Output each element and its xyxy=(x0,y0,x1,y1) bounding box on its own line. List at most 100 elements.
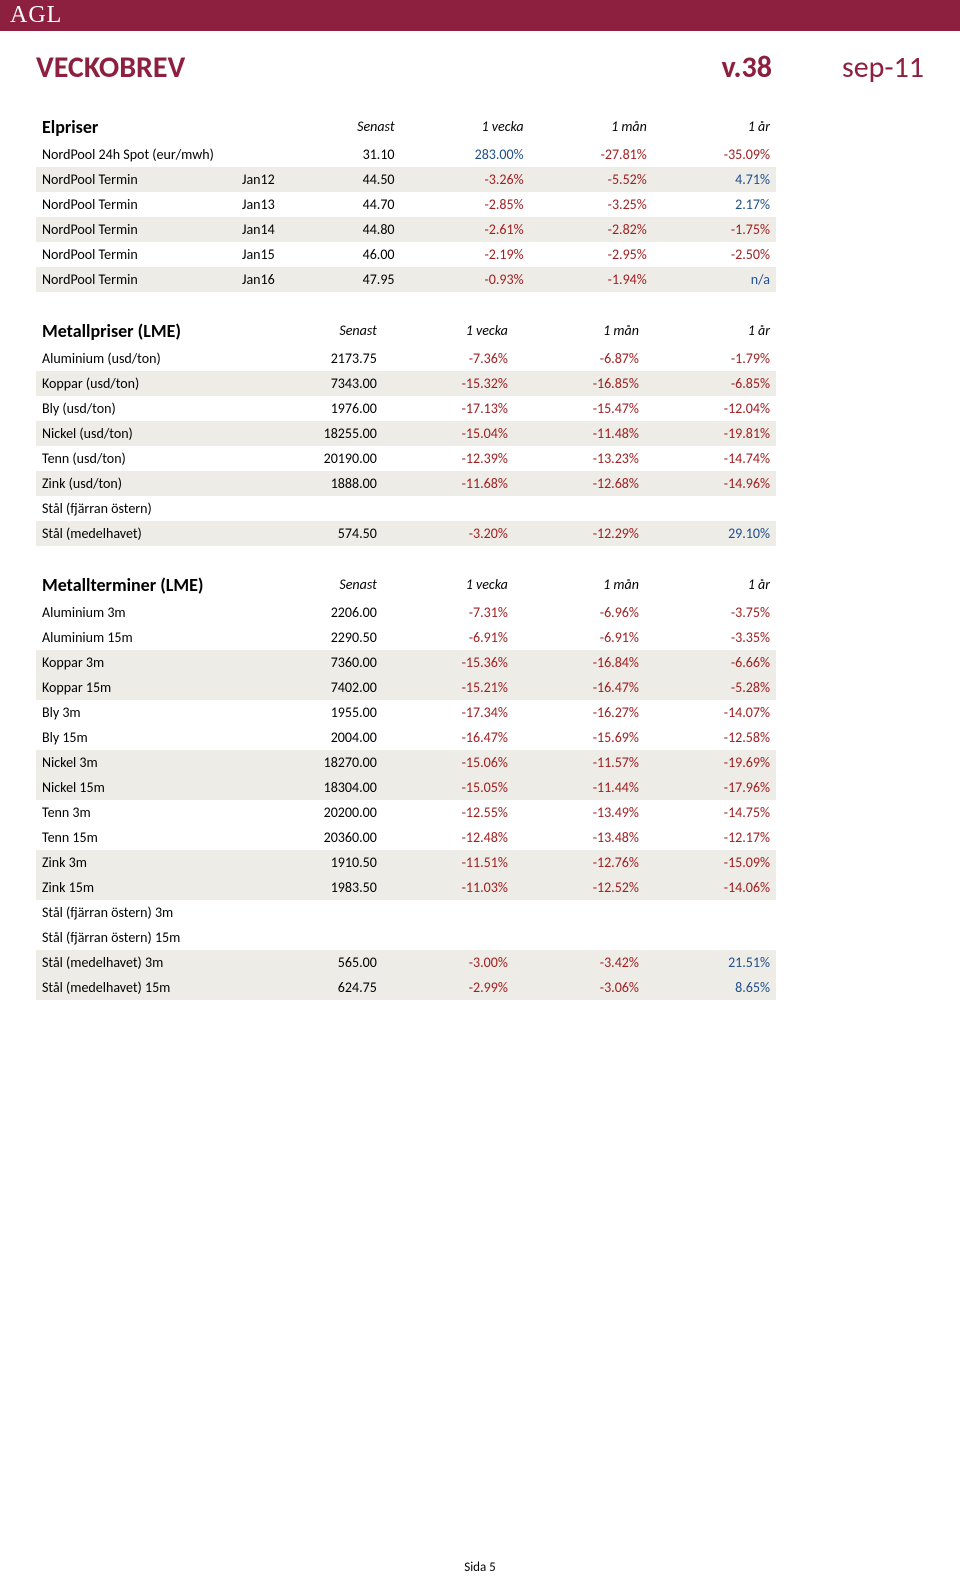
row-label: NordPool 24h Spot (eur/mwh) xyxy=(36,142,236,167)
cell-value: -11.68% xyxy=(383,471,514,496)
table-row: Aluminium 3m2206.00-7.31%-6.96%-3.75% xyxy=(36,600,776,625)
table-row: Bly 15m2004.00-16.47%-15.69%-12.58% xyxy=(36,725,776,750)
cell-value: 20190.00 xyxy=(236,446,383,471)
row-label: NordPool Termin xyxy=(36,242,236,267)
cell-value: 31.10 xyxy=(296,142,401,167)
row-label: Aluminium 3m xyxy=(36,600,236,625)
table-row: Tenn 15m20360.00-12.48%-13.48%-12.17% xyxy=(36,825,776,850)
cell-value: 1955.00 xyxy=(236,700,383,725)
cell-value: -6.85% xyxy=(645,371,776,396)
row-label: Koppar (usd/ton) xyxy=(36,371,236,396)
cell-value xyxy=(645,900,776,925)
cell-value: -6.87% xyxy=(514,346,645,371)
cell-value: 283.00% xyxy=(401,142,530,167)
cell-value: -12.76% xyxy=(514,850,645,875)
cell-value: -27.81% xyxy=(530,142,653,167)
cell-value: -16.85% xyxy=(514,371,645,396)
row-code xyxy=(236,142,296,167)
cell-value: 4.71% xyxy=(653,167,776,192)
cell-value: -2.50% xyxy=(653,242,776,267)
row-code: Jan15 xyxy=(236,242,296,267)
cell-value: -14.74% xyxy=(645,446,776,471)
table-row: NordPool 24h Spot (eur/mwh) 31.10283.00%-… xyxy=(36,142,776,167)
cell-value: 46.00 xyxy=(296,242,401,267)
column-header: 1 vecka xyxy=(401,110,530,142)
cell-value: -17.34% xyxy=(383,700,514,725)
cell-value: -12.04% xyxy=(645,396,776,421)
row-label: Zink 3m xyxy=(36,850,236,875)
row-code: Jan16 xyxy=(236,267,296,292)
cell-value: -13.49% xyxy=(514,800,645,825)
cell-value: -6.91% xyxy=(383,625,514,650)
cell-value: -2.85% xyxy=(401,192,530,217)
row-label: NordPool Termin xyxy=(36,267,236,292)
cell-value: -17.96% xyxy=(645,775,776,800)
cell-value: -12.17% xyxy=(645,825,776,850)
table-row: Aluminium 15m2290.50-6.91%-6.91%-3.35% xyxy=(36,625,776,650)
cell-value: -7.31% xyxy=(383,600,514,625)
cell-value: -12.68% xyxy=(514,471,645,496)
column-header: 1 mån xyxy=(530,110,653,142)
cell-value xyxy=(514,900,645,925)
cell-value: -13.23% xyxy=(514,446,645,471)
tables-container: ElpriserSenast1 vecka1 mån1 årNordPool 2… xyxy=(36,110,924,1000)
column-header: 1 år xyxy=(645,314,776,346)
cell-value: -1.79% xyxy=(645,346,776,371)
cell-value: -16.47% xyxy=(514,675,645,700)
cell-value: 29.10% xyxy=(645,521,776,546)
cell-value: -17.13% xyxy=(383,396,514,421)
cell-value: -14.06% xyxy=(645,875,776,900)
cell-value: -6.91% xyxy=(514,625,645,650)
cell-value: 7360.00 xyxy=(236,650,383,675)
row-label: Nickel (usd/ton) xyxy=(36,421,236,446)
cell-value: 2173.75 xyxy=(236,346,383,371)
cell-value: -12.48% xyxy=(383,825,514,850)
row-label: Aluminium 15m xyxy=(36,625,236,650)
cell-value: -7.36% xyxy=(383,346,514,371)
cell-value xyxy=(514,496,645,521)
row-label: Tenn 3m xyxy=(36,800,236,825)
cell-value: -11.44% xyxy=(514,775,645,800)
row-label: Stål (fjärran östern) 3m xyxy=(36,900,236,925)
table-row: NordPool TerminJan1546.00-2.19%-2.95%-2.… xyxy=(36,242,776,267)
cell-value: 565.00 xyxy=(236,950,383,975)
table-row: Zink 3m1910.50-11.51%-12.76%-15.09% xyxy=(36,850,776,875)
title-row: VECKOBREV v.38 sep-11 xyxy=(36,49,924,86)
data-table: Metallpriser (LME)Senast1 vecka1 mån1 år… xyxy=(36,314,776,546)
cell-value: -6.96% xyxy=(514,600,645,625)
cell-value: -11.48% xyxy=(514,421,645,446)
cell-value: -2.95% xyxy=(530,242,653,267)
section-title: Elpriser xyxy=(36,110,296,142)
cell-value: -0.93% xyxy=(401,267,530,292)
table-row: Koppar 3m7360.00-15.36%-16.84%-6.66% xyxy=(36,650,776,675)
cell-value: 574.50 xyxy=(236,521,383,546)
row-label: Tenn (usd/ton) xyxy=(36,446,236,471)
cell-value: -2.61% xyxy=(401,217,530,242)
cell-value: 2290.50 xyxy=(236,625,383,650)
header-bar: AGL xyxy=(0,0,960,31)
row-label: Bly 15m xyxy=(36,725,236,750)
row-label: Bly (usd/ton) xyxy=(36,396,236,421)
cell-value: -14.07% xyxy=(645,700,776,725)
footer-text: Sida 5 xyxy=(464,1560,496,1575)
cell-value: -6.66% xyxy=(645,650,776,675)
row-label: Zink 15m xyxy=(36,875,236,900)
cell-value: -16.27% xyxy=(514,700,645,725)
cell-value: n/a xyxy=(653,267,776,292)
column-header: 1 vecka xyxy=(383,314,514,346)
cell-value: 20360.00 xyxy=(236,825,383,850)
page-version: v.38 xyxy=(721,49,772,86)
cell-value: 2206.00 xyxy=(236,600,383,625)
table-row: Tenn 3m20200.00-12.55%-13.49%-14.75% xyxy=(36,800,776,825)
cell-value: -15.06% xyxy=(383,750,514,775)
row-code: Jan12 xyxy=(236,167,296,192)
row-label: Tenn 15m xyxy=(36,825,236,850)
cell-value: -3.20% xyxy=(383,521,514,546)
row-label: Koppar 15m xyxy=(36,675,236,700)
row-label: Zink (usd/ton) xyxy=(36,471,236,496)
cell-value xyxy=(383,900,514,925)
cell-value: -14.75% xyxy=(645,800,776,825)
table-row: Bly 3m1955.00-17.34%-16.27%-14.07% xyxy=(36,700,776,725)
cell-value: -3.26% xyxy=(401,167,530,192)
cell-value: -3.42% xyxy=(514,950,645,975)
